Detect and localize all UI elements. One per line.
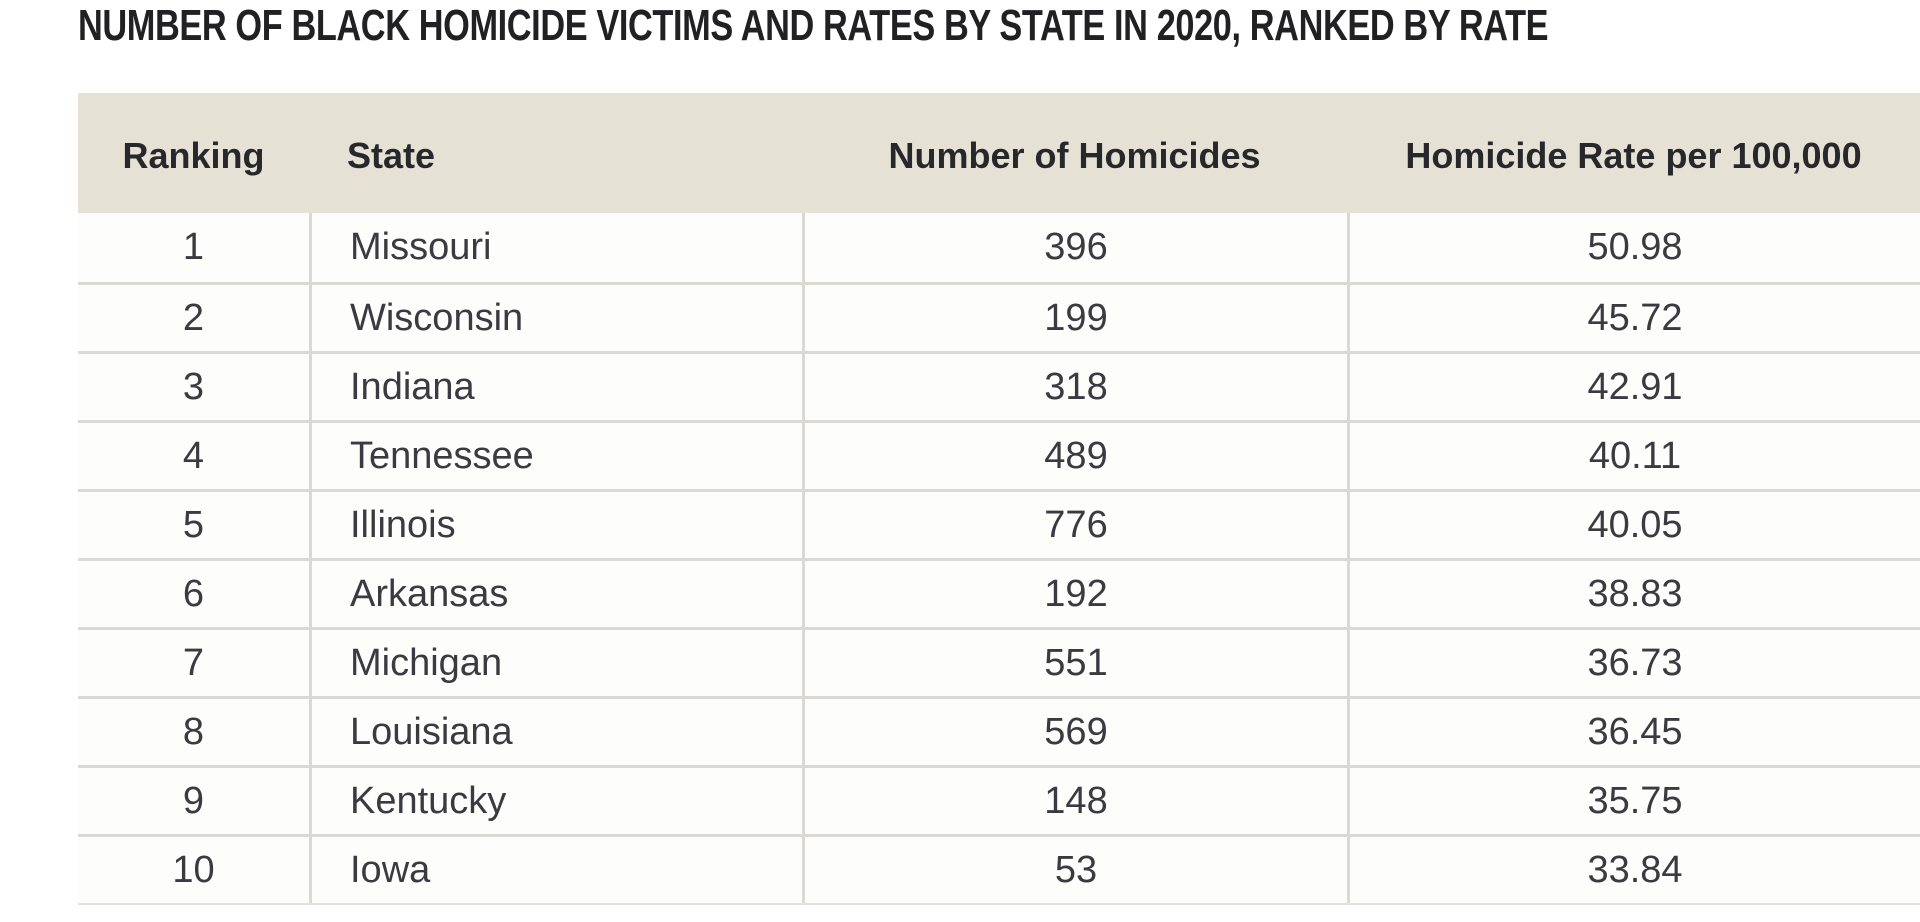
- rate-cell: 50.98: [1347, 213, 1920, 282]
- state-cell: Kentucky: [309, 768, 802, 834]
- table-row: 2 Wisconsin 199 45.72: [78, 282, 1920, 351]
- state-cell: Louisiana: [309, 699, 802, 765]
- homicides-cell: 318: [802, 354, 1347, 420]
- ranking-cell: 1: [182, 226, 205, 268]
- ranking-cell: 6: [182, 572, 205, 615]
- state-cell: Iowa: [309, 837, 802, 903]
- ranking-cell: 3: [182, 365, 205, 408]
- rate-cell: 42.91: [1347, 354, 1920, 420]
- ranking-cell: 10: [172, 848, 215, 891]
- state-cell: Michigan: [309, 630, 802, 696]
- rate-cell: 33.84: [1347, 837, 1920, 903]
- rate-cell: 45.72: [1347, 285, 1920, 351]
- rate-cell: 40.11: [1347, 423, 1920, 489]
- column-header-ranking: Ranking: [122, 135, 265, 176]
- table-row: 3 Indiana 318 42.91: [78, 351, 1920, 420]
- ranking-cell: 5: [182, 503, 205, 546]
- table-row: 10 Iowa 53 33.84: [78, 834, 1920, 903]
- table-row: 7 Michigan 551 36.73: [78, 627, 1920, 696]
- ranking-cell: 2: [182, 296, 205, 339]
- rate-cell: 35.75: [1347, 768, 1920, 834]
- state-cell: Tennessee: [309, 423, 802, 489]
- ranking-cell: 4: [182, 434, 205, 477]
- homicides-cell: 148: [802, 768, 1347, 834]
- table-header-row: Ranking State Number of Homicides Homici…: [78, 93, 1920, 213]
- state-cell: Indiana: [309, 354, 802, 420]
- table-row: 8 Louisiana 569 36.45: [78, 696, 1920, 765]
- state-cell: Arkansas: [309, 561, 802, 627]
- ranking-cell: 7: [182, 641, 205, 684]
- column-header-number-of-homicides: Number of Homicides: [888, 135, 1261, 176]
- column-header-state: State: [347, 135, 436, 176]
- homicides-cell: 551: [802, 630, 1347, 696]
- rate-cell: 40.05: [1347, 492, 1920, 558]
- table-body: 1 Missouri 396 50.98 2 Wisconsin 199 45.72 3 Indi…: [78, 213, 1920, 905]
- rate-cell: 36.45: [1347, 699, 1920, 765]
- homicides-cell: 199: [802, 285, 1347, 351]
- column-header-homicide-rate: Homicide Rate per 100,000: [1405, 135, 1862, 176]
- ranking-cell: 9: [182, 779, 205, 822]
- state-cell: Illinois: [309, 492, 802, 558]
- homicide-table: Ranking State Number of Homicides Homici…: [78, 93, 1920, 905]
- rate-cell: 38.83: [1347, 561, 1920, 627]
- table-row: 1 Missouri 396 50.98: [78, 213, 1920, 282]
- state-cell: Wisconsin: [309, 285, 802, 351]
- homicides-cell: 53: [802, 837, 1347, 903]
- table-row: 9 Kentucky 148 35.75: [78, 765, 1920, 834]
- rate-cell: 36.73: [1347, 630, 1920, 696]
- table-row: 6 Arkansas 192 38.83: [78, 558, 1920, 627]
- page-title: NUMBER OF BLACK HOMICIDE VICTIMS AND RAT…: [78, 1, 1549, 50]
- homicides-cell: 489: [802, 423, 1347, 489]
- homicides-cell: 569: [802, 699, 1347, 765]
- homicides-cell: 192: [802, 561, 1347, 627]
- homicides-cell: 396: [802, 213, 1347, 282]
- homicides-cell: 776: [802, 492, 1347, 558]
- ranking-cell: 8: [182, 710, 205, 753]
- table-row: 5 Illinois 776 40.05: [78, 489, 1920, 558]
- table-row: 4 Tennessee 489 40.11: [78, 420, 1920, 489]
- state-cell: Missouri: [309, 213, 802, 282]
